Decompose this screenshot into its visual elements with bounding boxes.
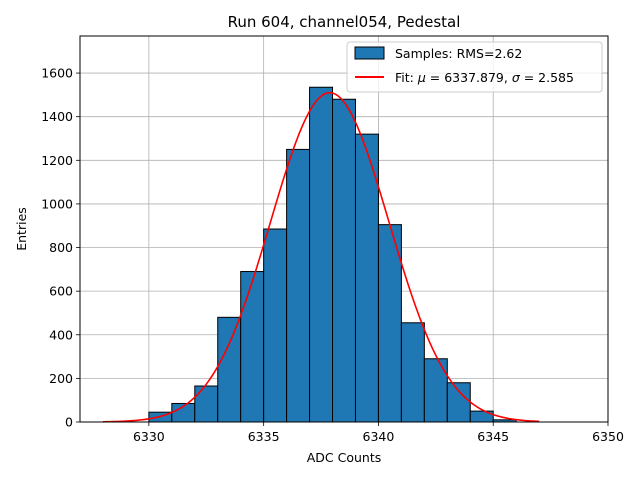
- fit-curve: [102, 91, 540, 423]
- legend-fit-sigma-value: = 2.585: [520, 70, 574, 85]
- legend-box: [346, 41, 603, 93]
- chart-title: Run 604, channel054, Pedestal: [228, 13, 461, 31]
- y-tick-label: 200: [49, 371, 73, 386]
- y-tick-label: 400: [49, 327, 73, 342]
- plot-frame: [79, 35, 609, 423]
- histogram-bar: [332, 98, 356, 423]
- y-tick-label: 0: [65, 415, 73, 430]
- legend-fit-mu-value: = 6337.879,: [426, 70, 512, 85]
- x-tick-label: 6335: [248, 429, 280, 444]
- x-tick-label: 6350: [592, 429, 624, 444]
- histogram-bar: [400, 322, 425, 423]
- histogram-bar: [423, 358, 448, 423]
- y-axis-ticks: 0 200 400 600 800 1000 1200 1400 1600: [41, 66, 80, 430]
- x-tick-label: 6340: [363, 429, 395, 444]
- y-axis-label: Entries: [14, 207, 29, 251]
- y-tick-label: 600: [49, 284, 73, 299]
- histogram-bar: [309, 86, 334, 423]
- legend-fit-prefix: Fit:: [395, 70, 418, 85]
- legend-label-fit: Fit: μ = 6337.879, σ = 2.585: [395, 70, 574, 85]
- x-tick-label: 6330: [133, 429, 165, 444]
- legend-swatch-samples: [354, 46, 385, 60]
- histogram-bars: [148, 86, 517, 423]
- legend: Samples: RMS=2.62 Fit: μ = 6337.879, σ =…: [346, 41, 603, 93]
- histogram-bar: [263, 228, 288, 423]
- y-tick-label: 1000: [41, 196, 73, 211]
- histogram-bar: [194, 385, 219, 423]
- histogram-bar: [446, 382, 471, 423]
- histogram-bar: [217, 316, 242, 423]
- y-tick-label: 800: [49, 240, 73, 255]
- y-tick-label: 1600: [41, 66, 73, 81]
- legend-fit-mu-symbol: μ: [417, 70, 426, 85]
- x-axis-ticks: 6330 6335 6340 6345 6350: [133, 422, 624, 444]
- histogram-bar: [286, 148, 311, 423]
- legend-fit-sigma-symbol: σ: [512, 70, 521, 85]
- x-axis-label: ADC Counts: [307, 450, 382, 465]
- legend-label-samples: Samples: RMS=2.62: [395, 46, 522, 61]
- fit-curve-layer: [102, 91, 540, 423]
- y-tick-label: 1400: [41, 109, 73, 124]
- histogram-bar: [240, 271, 265, 423]
- y-tick-label: 1200: [41, 153, 73, 168]
- x-tick-label: 6345: [477, 429, 509, 444]
